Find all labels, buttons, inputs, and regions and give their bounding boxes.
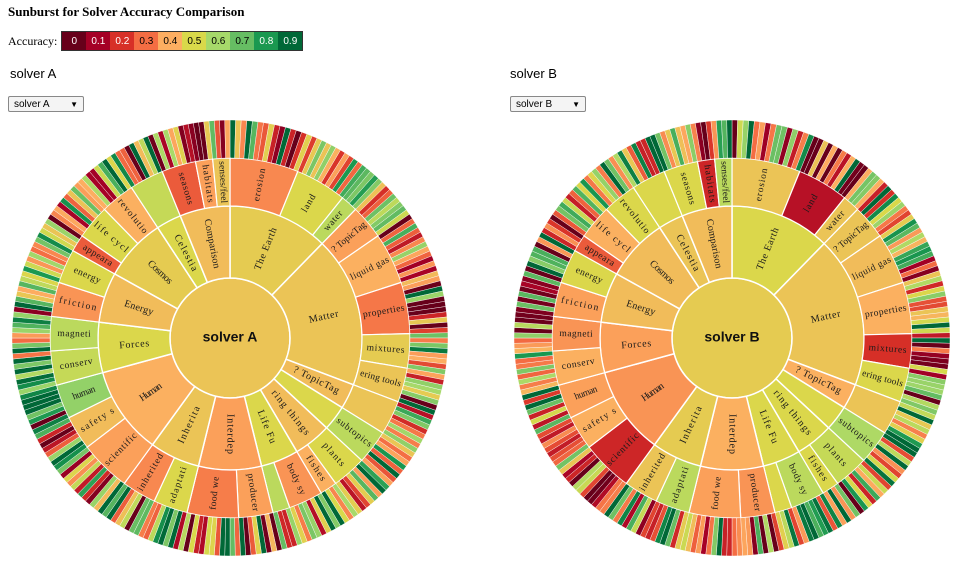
sunburst-arcs [513, 119, 951, 557]
legend-swatch: 0.6 [206, 32, 231, 50]
legend-swatch: 0.4 [158, 32, 183, 50]
solver-a-select[interactable]: solver A ▼ [8, 96, 84, 112]
legend-swatch: 0.2 [110, 32, 135, 50]
segment-label: mixtures [868, 343, 907, 356]
legend-swatch: 0.7 [230, 32, 255, 50]
sunburst-segment-level3[interactable] [513, 337, 553, 344]
segment-label: senses/feel [718, 161, 731, 204]
sunburst-center-label: solver A [203, 329, 258, 345]
segment-label: magneti [57, 329, 91, 340]
segment-label: Interdep [225, 414, 236, 454]
legend-swatch: 0 [62, 32, 87, 50]
segment-label: Forces [119, 338, 150, 351]
segment-label: food we [710, 476, 724, 510]
legend-swatch: 0.8 [254, 32, 279, 50]
sunburst-segment-level3[interactable] [731, 517, 738, 557]
solver-b-select[interactable]: solver B ▼ [510, 96, 586, 112]
sunburst-segment-level3[interactable] [224, 119, 231, 159]
legend-swatch: 0.1 [86, 32, 111, 50]
solver-b-select-value: solver B [516, 98, 553, 110]
sunburst-segment-level3[interactable] [726, 119, 733, 159]
legend-swatches: 0 0.1 0.2 0.3 0.4 0.5 0.6 0.7 0.8 0.9 [61, 31, 304, 51]
panel-title-solver-b: solver B [510, 66, 557, 81]
segment-label: Forces [621, 338, 652, 351]
legend-swatch: 0.5 [182, 32, 207, 50]
segment-label: mixtures [366, 343, 405, 356]
segment-label: senses/feel [216, 161, 229, 204]
segment-label: food we [208, 476, 222, 510]
accuracy-legend: Accuracy: 0 0.1 0.2 0.3 0.4 0.5 0.6 0.7 0.8 0.9 [8, 31, 304, 51]
segment-label: magneti [559, 329, 593, 340]
legend-swatch: 0.9 [278, 32, 303, 50]
sunburst-center-label: solver B [704, 329, 759, 345]
segment-label: Interdep [727, 414, 738, 454]
sunburst-arcs [11, 119, 449, 557]
chevron-down-icon: ▼ [70, 99, 78, 109]
sunburst-segment-level3[interactable] [229, 517, 236, 557]
chevron-down-icon: ▼ [572, 99, 580, 109]
solver-a-select-value: solver A [14, 98, 50, 110]
sunburst-segment-level3[interactable] [409, 332, 449, 339]
legend-label: Accuracy: [8, 33, 58, 48]
sunburst-segment-level3[interactable] [911, 332, 951, 339]
page-title: Sunburst for Solver Accuracy Comparison [8, 4, 245, 19]
panel-title-solver-a: solver A [10, 66, 57, 81]
sunburst-segment-level3[interactable] [11, 337, 51, 344]
legend-swatch: 0.3 [134, 32, 159, 50]
